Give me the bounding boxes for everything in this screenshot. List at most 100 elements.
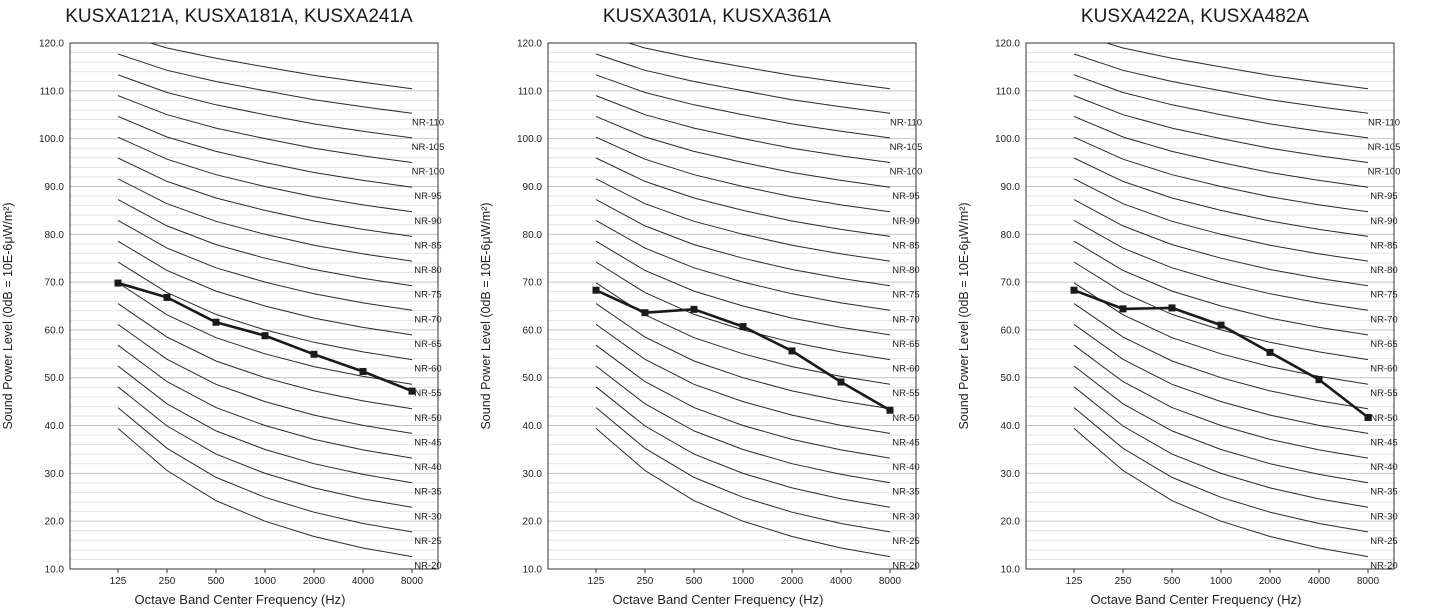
nr-curve — [1073, 240, 1369, 336]
y-tick-label: 70.0 — [1001, 278, 1021, 289]
chart-svg: 10.0 20.0 30.0 40.0 50.0 60.0 70.0 80.0 90.0 100.… — [517, 39, 923, 588]
nr-curve-label: NR-40 — [1370, 462, 1397, 473]
nr-curve — [1073, 428, 1369, 558]
nr-curve — [1073, 199, 1369, 287]
data-point — [1070, 286, 1078, 294]
data-point — [592, 286, 600, 294]
nr-curve-label: NR-80 — [414, 265, 441, 276]
data-point — [212, 318, 220, 326]
nr-curve — [1104, 43, 1369, 90]
x-axis-label: Octave Band Center Frequency (Hz) — [134, 592, 346, 607]
x-tick-label: 1000 — [254, 576, 277, 587]
nr-curve-label: NR-105 — [890, 142, 923, 153]
x-tick-label: 8000 — [1357, 576, 1380, 587]
nr-curve — [117, 344, 413, 459]
nr-curve — [1073, 115, 1369, 188]
y-tick-label: 40.0 — [523, 421, 543, 432]
x-tick-label: 8000 — [879, 576, 902, 587]
nr-curve — [595, 365, 891, 484]
plot-frame — [1025, 42, 1395, 570]
y-tick-label: 70.0 — [523, 278, 543, 289]
nr-curve-label: NR-60 — [892, 364, 919, 375]
y-tick-label: 10.0 — [1001, 565, 1021, 576]
data-point — [359, 368, 367, 376]
nr-curve-label: NR-80 — [892, 265, 919, 276]
y-tick-label: 70.0 — [45, 278, 65, 289]
nr-curve-label: NR-30 — [414, 511, 441, 522]
nr-curve — [595, 53, 891, 114]
data-point — [1168, 304, 1176, 312]
nr-curve — [117, 303, 413, 410]
y-tick-label: 10.0 — [523, 565, 543, 576]
nr-curve — [1073, 136, 1369, 213]
x-tick-label: 250 — [1115, 576, 1132, 587]
nr-curve — [595, 95, 891, 163]
nr-curve-label: NR-90 — [892, 216, 919, 227]
nr-curve — [148, 43, 413, 90]
data-point — [1364, 413, 1372, 421]
nr-curve — [1073, 178, 1369, 262]
nr-curve-label: NR-65 — [1370, 339, 1397, 350]
nr-curve-label: NR-105 — [412, 142, 445, 153]
nr-curve-label: NR-85 — [1370, 240, 1397, 251]
nr-curve — [117, 95, 413, 163]
nr-curve-label: NR-55 — [892, 388, 919, 399]
nr-curve — [595, 303, 891, 410]
nr-curve — [1073, 53, 1369, 114]
nr-curve-label: NR-55 — [1370, 388, 1397, 399]
nr-curve — [117, 178, 413, 262]
data-point — [788, 347, 796, 355]
nr-curve — [117, 157, 413, 237]
nr-curve — [117, 74, 413, 139]
nr-curve — [1073, 344, 1369, 459]
x-tick-label: 4000 — [352, 576, 375, 587]
x-axis-label: Octave Band Center Frequency (Hz) — [1090, 592, 1302, 607]
nr-curve-label: NR-20 — [414, 561, 441, 572]
y-tick-label: 100.0 — [39, 134, 64, 145]
nr-curve-label: NR-75 — [892, 290, 919, 301]
nr-curve-label: NR-90 — [414, 216, 441, 227]
nr-curve — [1073, 219, 1369, 311]
y-tick-label: 80.0 — [45, 230, 65, 241]
nr-curve — [1073, 261, 1369, 361]
y-tick-label: 60.0 — [1001, 325, 1021, 336]
y-axis-label: Sound Power Level (0dB = 10E-6μW/m²) — [479, 202, 493, 430]
nr-curve — [595, 240, 891, 336]
y-tick-label: 30.0 — [1001, 469, 1021, 480]
chart-svg: 10.0 20.0 30.0 40.0 50.0 60.0 70.0 80.0 90.0 100.… — [995, 39, 1400, 588]
nr-curve-label: NR-20 — [892, 561, 919, 572]
y-tick-label: 90.0 — [45, 182, 65, 193]
nr-curve-label: NR-35 — [892, 487, 919, 498]
nr-curve — [595, 178, 891, 262]
nr-curve-label: NR-40 — [414, 462, 441, 473]
nr-curve-label: NR-25 — [1370, 536, 1397, 547]
x-tick-label: 4000 — [1308, 576, 1331, 587]
nr-curve-label: NR-60 — [414, 364, 441, 375]
chart-title: KUSXA422A, KUSXA482A — [1080, 6, 1310, 27]
x-tick-label: 2000 — [303, 576, 326, 587]
nr-curve — [117, 428, 413, 558]
y-tick-label: 110.0 — [518, 86, 543, 97]
chart-panel-2: KUSXA301A, KUSXA361A 10.0 20.0 30.0 40.0 50.… — [478, 0, 956, 614]
data-point — [408, 387, 416, 395]
y-tick-label: 40.0 — [1001, 421, 1021, 432]
data-point — [837, 378, 845, 386]
nr-curve-label: NR-65 — [414, 339, 441, 350]
nr-curve-label: NR-75 — [414, 290, 441, 301]
nr-curve — [1073, 323, 1369, 434]
y-tick-label: 20.0 — [45, 517, 65, 528]
nr-curve — [117, 240, 413, 336]
data-point — [886, 406, 894, 414]
y-tick-label: 110.0 — [996, 86, 1021, 97]
nr-curve — [1073, 365, 1369, 484]
nr-curve-label: NR-30 — [1370, 511, 1397, 522]
nr-curve — [117, 407, 413, 533]
y-tick-label: 60.0 — [523, 325, 543, 336]
nr-curve — [626, 43, 891, 90]
nr-curve-label: NR-85 — [892, 240, 919, 251]
x-tick-label: 2000 — [781, 576, 804, 587]
nr-curve — [1073, 74, 1369, 139]
nr-curve-label: NR-60 — [1370, 364, 1397, 375]
y-tick-label: 50.0 — [45, 373, 65, 384]
nr-curve — [1073, 303, 1369, 410]
